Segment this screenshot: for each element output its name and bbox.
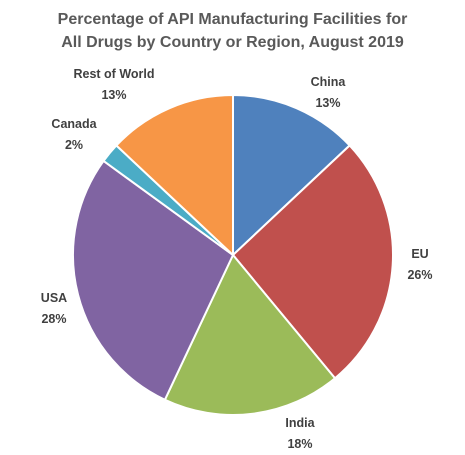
slice-label-value: 28% (41, 312, 66, 326)
pie-slice-usa (72, 159, 235, 402)
chart-title-line-2: All Drugs by Country or Region, August 2… (61, 34, 404, 51)
pie-slice-china (232, 93, 352, 258)
pie-slice-eu (231, 144, 394, 380)
pie-labels: China 13% EU 26% India 18% USA 28% Canada 2% Rest … (41, 67, 433, 451)
slice-label-name: USA (41, 291, 67, 305)
slice-label-value: 13% (101, 88, 126, 102)
chart-title: Percentage of API Manufacturing Faciliti… (0, 8, 465, 54)
slice-label-name: India (285, 416, 315, 430)
pie-slices (72, 93, 394, 416)
slice-label-name: Canada (51, 117, 97, 131)
pie-slice-rest-of-world (114, 93, 234, 258)
pie-slice-india (163, 253, 337, 416)
slice-label-name: EU (411, 247, 428, 261)
slice-label-name: China (311, 75, 347, 89)
slice-label-value: 2% (65, 138, 83, 152)
slice-label-value: 18% (287, 437, 312, 451)
slice-label-name: Rest of World (73, 67, 154, 81)
slice-label-value: 26% (407, 268, 432, 282)
slice-label-value: 13% (315, 96, 340, 110)
chart-title-line-1: Percentage of API Manufacturing Faciliti… (57, 11, 408, 28)
